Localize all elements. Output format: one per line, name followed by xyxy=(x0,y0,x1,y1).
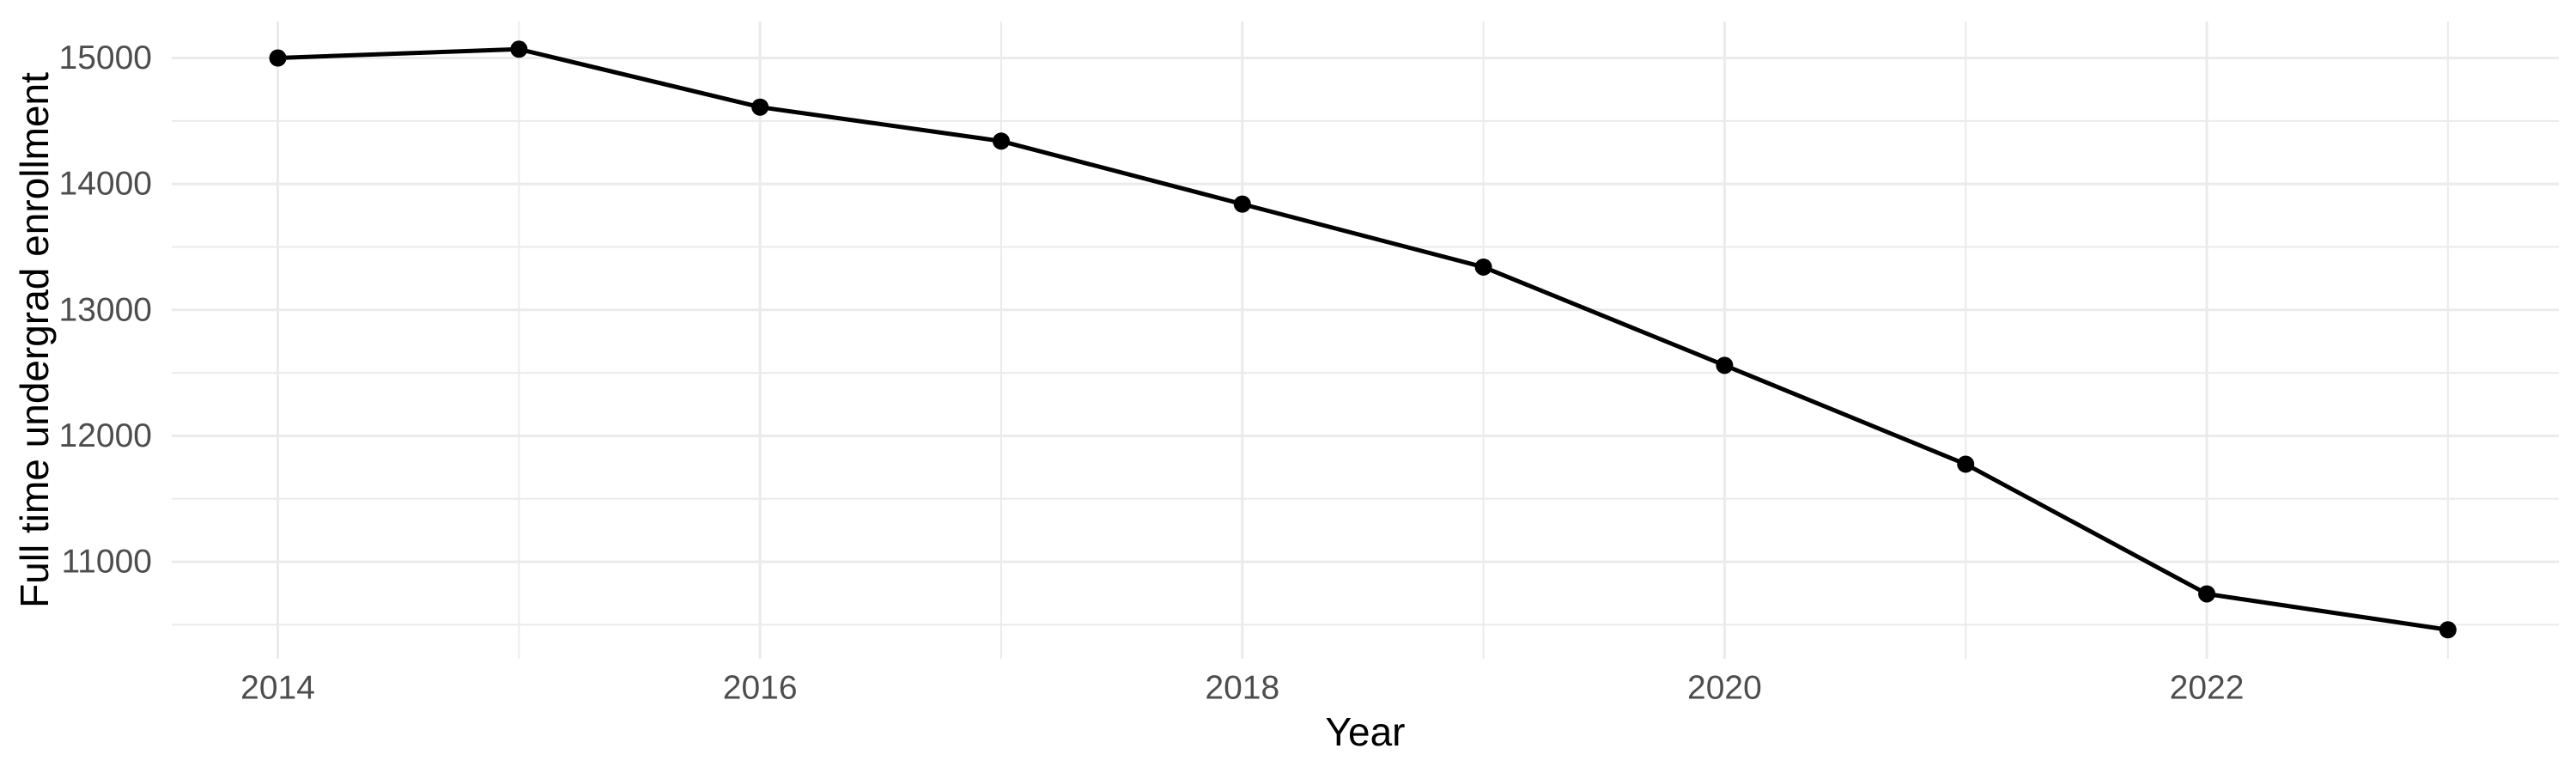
y-tick-label: 13000 xyxy=(59,291,152,328)
data-point xyxy=(1716,356,1734,374)
x-tick-label: 2014 xyxy=(240,670,315,707)
data-point xyxy=(1957,455,1975,473)
x-tick-label: 2020 xyxy=(1687,670,1762,707)
x-tick-label: 2022 xyxy=(2170,670,2245,707)
data-point xyxy=(1233,195,1251,213)
x-tick-label: 2018 xyxy=(1205,670,1279,707)
data-point xyxy=(269,49,287,67)
y-tick-label: 11000 xyxy=(61,544,152,581)
x-axis-title: Year xyxy=(1325,709,1406,754)
data-point xyxy=(510,40,528,58)
data-point xyxy=(1474,258,1492,276)
data-point xyxy=(751,98,769,116)
y-tick-label: 12000 xyxy=(59,417,152,454)
data-point xyxy=(992,132,1010,150)
data-point xyxy=(2198,585,2216,603)
x-tick-label: 2016 xyxy=(723,670,798,707)
y-tick-label: 15000 xyxy=(59,40,152,76)
y-tick-label: 14000 xyxy=(59,166,152,203)
data-point xyxy=(2439,621,2457,639)
enrollment-line xyxy=(276,46,2451,632)
y-axis-title: Full time undergrad enrollment xyxy=(12,72,57,608)
